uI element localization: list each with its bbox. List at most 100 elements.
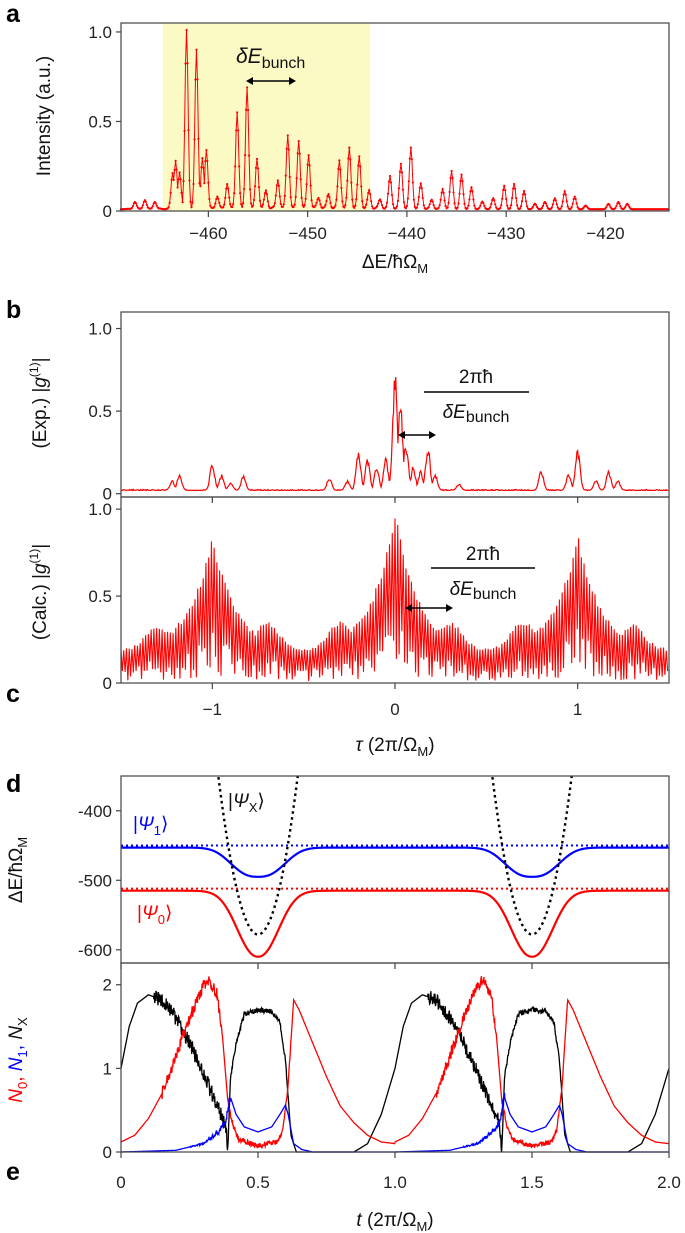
spectrum-point (505, 197, 508, 201)
spectrum-point (201, 157, 204, 160)
spectrum-point (260, 205, 264, 208)
spectrum-point (353, 206, 356, 209)
spectrum-point (380, 200, 383, 203)
spectrum-point (209, 204, 212, 207)
spectrum-point (614, 206, 617, 210)
panel-d-energy: -400 -500 -600 (78, 775, 670, 969)
spectrum-point (176, 186, 179, 189)
spectrum-point (368, 189, 371, 192)
spectrum-point (258, 199, 262, 202)
spectrum-point (215, 197, 218, 201)
spectrum-point (371, 205, 374, 208)
spectrum-point (395, 205, 399, 208)
spectrum-point (135, 204, 138, 207)
spectrum-point (451, 177, 454, 180)
spectrum-point (256, 167, 260, 170)
psi-0-line (121, 889, 669, 958)
spectrum-point (452, 191, 455, 194)
spectrum-point (450, 169, 453, 173)
spectrum-point (407, 180, 410, 183)
spectrum-point (437, 206, 440, 209)
spectrum-point (307, 154, 310, 157)
spectrum-point (167, 206, 170, 209)
spectrum-point (563, 190, 566, 193)
spectrum-point (384, 205, 388, 208)
spectrum-point (510, 204, 513, 207)
spectrum-point (234, 165, 237, 168)
spectrum-point (261, 203, 265, 206)
spectrum-point (408, 157, 411, 160)
y-tick-label: 1.0 (88, 500, 112, 519)
spectrum-point (410, 158, 413, 161)
spectrum-point (470, 186, 473, 189)
spectrum-point (200, 166, 203, 169)
spectrum-point (194, 78, 197, 81)
spectrum-point (361, 200, 364, 203)
spectrum-point (319, 203, 322, 206)
spectrum-point (413, 205, 416, 208)
spectrum-point (292, 205, 295, 208)
spectrum-point (396, 199, 400, 202)
spectrum-point (284, 174, 287, 177)
spectrum-point (447, 201, 450, 204)
spectrum-point (224, 196, 227, 200)
spectrum-point (214, 202, 217, 205)
spectrum-point (499, 207, 502, 210)
panel-c-fraction-denominator: δEbunch (450, 579, 517, 603)
spectrum-point (253, 185, 257, 188)
spectrum-point (418, 186, 421, 189)
spectrum-point (333, 206, 336, 209)
spectrum-point (385, 201, 389, 204)
spectrum-point (398, 170, 402, 173)
spectrum-point (376, 205, 379, 208)
spectrum-point (409, 146, 412, 149)
y-tick-label: -400 (78, 802, 112, 821)
x-tick-label: 0.5 (246, 1173, 270, 1192)
panel-c-fraction-numerator: 2πħ (466, 544, 500, 565)
spectrum-point (249, 202, 253, 205)
panel-d-lines (121, 776, 669, 958)
arrow-head-right (429, 431, 436, 439)
spectrum-point (247, 154, 251, 157)
spectrum-point (251, 204, 255, 207)
spectrum-point (140, 206, 143, 209)
y-tick-label: 0 (103, 674, 112, 693)
panel-b-exp-g1: 0 0.5 1.0 (88, 311, 670, 504)
spectrum-point (417, 196, 420, 199)
arrow-head-left (398, 431, 405, 439)
spectrum-point (206, 159, 209, 163)
spectrum-point (492, 197, 495, 200)
spectrum-point (232, 203, 235, 206)
spectrum-point (502, 188, 505, 192)
spectrum-point (245, 86, 249, 89)
spectrum-point (236, 111, 239, 114)
spectrum-point (478, 206, 481, 209)
spectrum-point (422, 204, 425, 207)
spectrum-point (340, 186, 343, 190)
panel-a-ylabel: Intensity (a.u.) (34, 56, 55, 176)
plot-frame (120, 496, 670, 684)
spectrum-point (199, 184, 202, 188)
spectrum-point (608, 203, 611, 206)
spectrum-point (448, 190, 451, 194)
spectrum-point (516, 204, 519, 207)
spectrum-point (518, 207, 522, 210)
x-tick-label: −1 (203, 700, 222, 719)
spectrum-point (235, 129, 238, 132)
spectrum-point (216, 195, 219, 198)
spectrum-point (468, 198, 471, 201)
spectrum-point (278, 195, 281, 198)
spectrum-point (540, 206, 544, 210)
spectrum-point (240, 203, 243, 206)
highlight-region (162, 23, 371, 211)
spectrum-point (404, 207, 408, 210)
spectrum-point (564, 193, 567, 196)
spectrum-point (572, 197, 575, 201)
x-tick-label: −450 (288, 224, 326, 243)
spectrum-point (155, 204, 158, 207)
spectrum-point (605, 205, 608, 208)
spectrum-point (273, 201, 276, 205)
spectrum-point (534, 203, 538, 206)
spectrum-point (341, 200, 344, 203)
spectrum-point (552, 199, 555, 202)
